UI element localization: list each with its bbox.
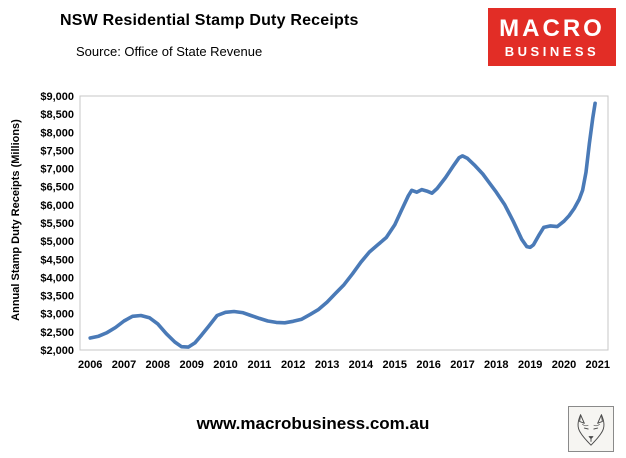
line-chart: $2,000 $2,500 $3,000 $3,500 $4,000 $4,500 $5,0… — [40, 91, 610, 371]
y-tick-label: $7,000 — [40, 164, 74, 176]
macrobusiness-logo: MACRO BUSINESS — [488, 8, 616, 66]
y-tick-label: $6,000 — [40, 200, 74, 212]
wolf-icon — [577, 414, 605, 446]
x-tick-label: 2010 — [213, 359, 237, 371]
y-axis-title: Annual Stamp Duty Receipts (Millions) — [10, 119, 22, 321]
x-tick-label: 2015 — [383, 359, 407, 371]
x-tick-label: 2007 — [112, 359, 136, 371]
footer-url: www.macrobusiness.com.au — [196, 414, 430, 433]
x-tick-label: 2018 — [484, 359, 508, 371]
x-tick-label: 2011 — [247, 359, 271, 371]
x-tick-label: 2017 — [450, 359, 474, 371]
chart-title: NSW Residential Stamp Duty Receipts — [60, 12, 359, 29]
receipts-line — [88, 101, 597, 349]
y-tick-label: $4,000 — [40, 272, 74, 284]
wolf-logo — [568, 406, 614, 452]
y-tick-label: $8,500 — [40, 109, 74, 121]
x-tick-label: 2014 — [349, 359, 374, 371]
chart-header: NSW Residential Stamp Duty Receipts Sour… — [0, 0, 626, 88]
macrobusiness-logo-macro: MACRO — [499, 14, 605, 42]
plot-border — [79, 95, 609, 351]
x-tick-label: 2019 — [518, 359, 542, 371]
y-tick-label: $4,500 — [40, 254, 74, 266]
title-block: NSW Residential Stamp Duty Receipts Sour… — [60, 12, 359, 59]
chart-source: Source: Office of State Revenue — [76, 44, 263, 59]
y-tick-label: $3,000 — [40, 309, 74, 321]
chart-area: Annual Stamp Duty Receipts (Millions) $2… — [0, 88, 626, 388]
x-tick-label: 2009 — [179, 359, 203, 371]
y-tick-label: $3,500 — [40, 291, 74, 303]
macrobusiness-logo-business: BUSINESS — [504, 43, 600, 59]
x-tick-label: 2016 — [416, 359, 440, 371]
y-tick-label: $7,500 — [40, 145, 74, 157]
x-tick-label: 2021 — [586, 359, 610, 371]
x-tick-label: 2013 — [315, 359, 339, 371]
x-tick-label: 2008 — [146, 359, 170, 371]
y-tick-label: $5,000 — [40, 236, 74, 248]
x-tick-label: 2020 — [552, 359, 576, 371]
x-tick-label: 2012 — [281, 359, 305, 371]
x-tick-label: 2006 — [78, 359, 102, 371]
y-tick-label: $9,000 — [40, 91, 74, 103]
page-footer: www.macrobusiness.com.au — [0, 392, 626, 458]
y-tick-label: $2,000 — [40, 345, 74, 357]
y-tick-label: $2,500 — [40, 327, 74, 339]
y-tick-label: $8,000 — [40, 127, 74, 139]
y-tick-label: $5,500 — [40, 218, 74, 230]
y-tick-label: $6,500 — [40, 182, 74, 194]
